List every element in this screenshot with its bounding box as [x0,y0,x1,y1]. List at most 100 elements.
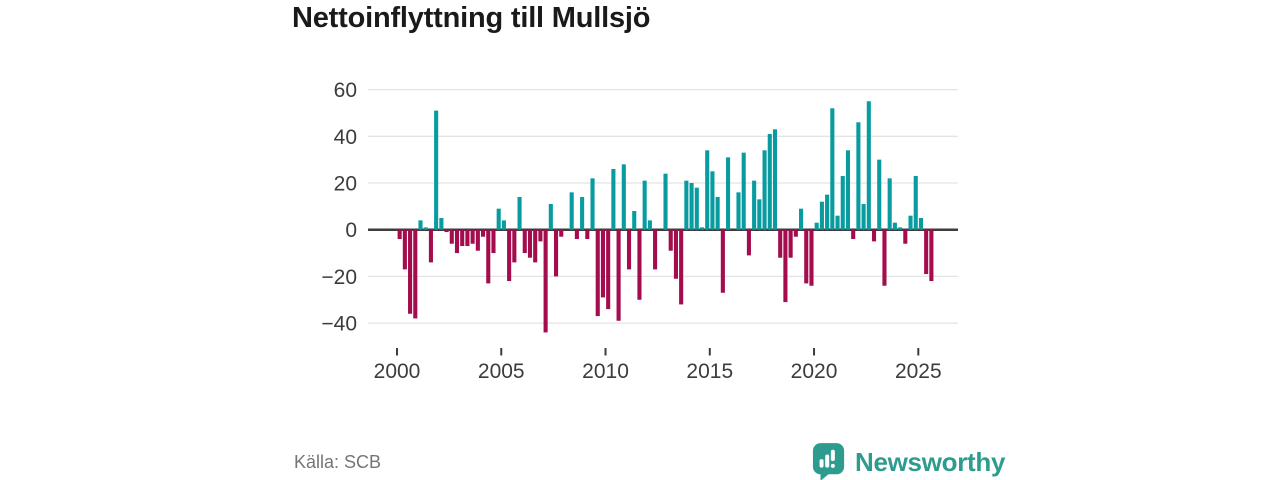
bar [799,208,804,230]
bar [611,168,616,230]
bar [772,129,778,230]
y-axis-tick-label: −20 [321,266,357,289]
bar [501,220,506,230]
bar [642,180,647,230]
bar [449,229,454,244]
bar [814,222,819,230]
newsworthy-logo: Newsworthy [812,442,1005,480]
x-axis-tick-label: 2000 [374,360,421,383]
bar [726,157,731,230]
bar [918,218,923,230]
bar [705,150,710,230]
x-axis-tick-label: 2005 [478,360,525,383]
y-axis-tick-label: 60 [334,79,357,102]
newsworthy-bubble-chart-icon [812,443,845,480]
bar [673,229,678,279]
bar [699,227,705,230]
bar [793,229,798,237]
bar [871,229,877,242]
bar [877,159,882,230]
bar [512,229,517,263]
bar [475,229,480,251]
bar [491,229,496,254]
bar [741,152,746,230]
bar [825,194,830,230]
bar [783,229,788,303]
bar [689,183,694,230]
bar [835,215,840,230]
chart-title: Nettoinflyttning till Mullsjö [292,2,651,34]
bar [538,229,543,242]
bar [402,229,407,270]
bar [517,197,522,230]
bar [715,197,720,230]
y-axis-tick-label: 0 [345,219,357,242]
bar [626,229,632,270]
bar [397,229,402,240]
bar [418,220,423,230]
bar [533,229,538,263]
bar [866,101,871,230]
bar [653,229,658,270]
bar [647,220,652,230]
bar [892,222,897,230]
source-note: Källa: SCB [294,452,382,472]
y-axis-tick-label: 40 [334,126,357,149]
bar [428,229,433,263]
bar [621,164,626,230]
bar [585,229,590,240]
bar [720,229,725,293]
x-axis-tick-label: 2010 [582,360,629,383]
bar [830,108,835,230]
bar [887,178,892,230]
bar [590,178,595,230]
bar [527,229,533,258]
bar [924,229,929,275]
bar [522,229,527,254]
bar [470,229,475,244]
bar [408,229,413,314]
bar [481,229,486,237]
bar [746,229,751,256]
bar [543,229,548,333]
bar [861,204,866,230]
bar [913,175,918,230]
bar [637,229,642,300]
bar [819,201,824,230]
bar [929,229,934,282]
bar [804,229,809,284]
bar [559,229,564,237]
bar [454,229,460,254]
bar [856,122,861,230]
bar [668,229,673,251]
bar [486,229,491,284]
bar [679,229,684,305]
bar [851,229,856,240]
bar [710,171,715,230]
bar [898,227,903,230]
bar [663,173,668,230]
bar [496,208,501,230]
bar [574,229,579,240]
bar [882,229,887,286]
bar [434,110,439,230]
bar [569,192,574,230]
bar [413,229,418,319]
bar [767,133,772,230]
x-axis-tick-label: 2025 [895,360,942,383]
newsworthy-wordmark: Newsworthy [855,446,1006,477]
x-axis-tick-label: 2020 [791,360,838,383]
bar [460,229,465,247]
bar [606,229,611,310]
bar [632,211,637,230]
bar [757,199,762,230]
bar [548,204,553,230]
bar [423,227,428,230]
bar [444,229,449,233]
x-axis-tick-label: 2015 [686,360,733,383]
bar [507,229,512,282]
bar [595,229,600,317]
bar [788,229,793,258]
